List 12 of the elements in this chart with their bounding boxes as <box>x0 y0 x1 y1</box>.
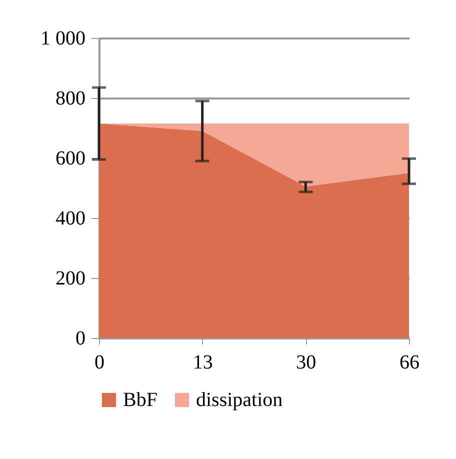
x-tick-label: 13 <box>192 352 213 374</box>
y-tick-label: 400 <box>56 208 86 230</box>
y-tick-label: 1 000 <box>40 28 86 50</box>
y-tick-label: 600 <box>56 148 86 170</box>
legend-label: dissipation <box>196 389 283 411</box>
legend-label: BbF <box>123 389 158 411</box>
x-tick-label: 0 <box>94 352 104 374</box>
y-tick-label: 800 <box>56 88 86 110</box>
y-tick-label: 200 <box>56 268 86 290</box>
y-tick-label: 0 <box>76 328 86 350</box>
x-tick-label: 30 <box>296 352 316 374</box>
x-tick-label: 66 <box>400 352 420 374</box>
